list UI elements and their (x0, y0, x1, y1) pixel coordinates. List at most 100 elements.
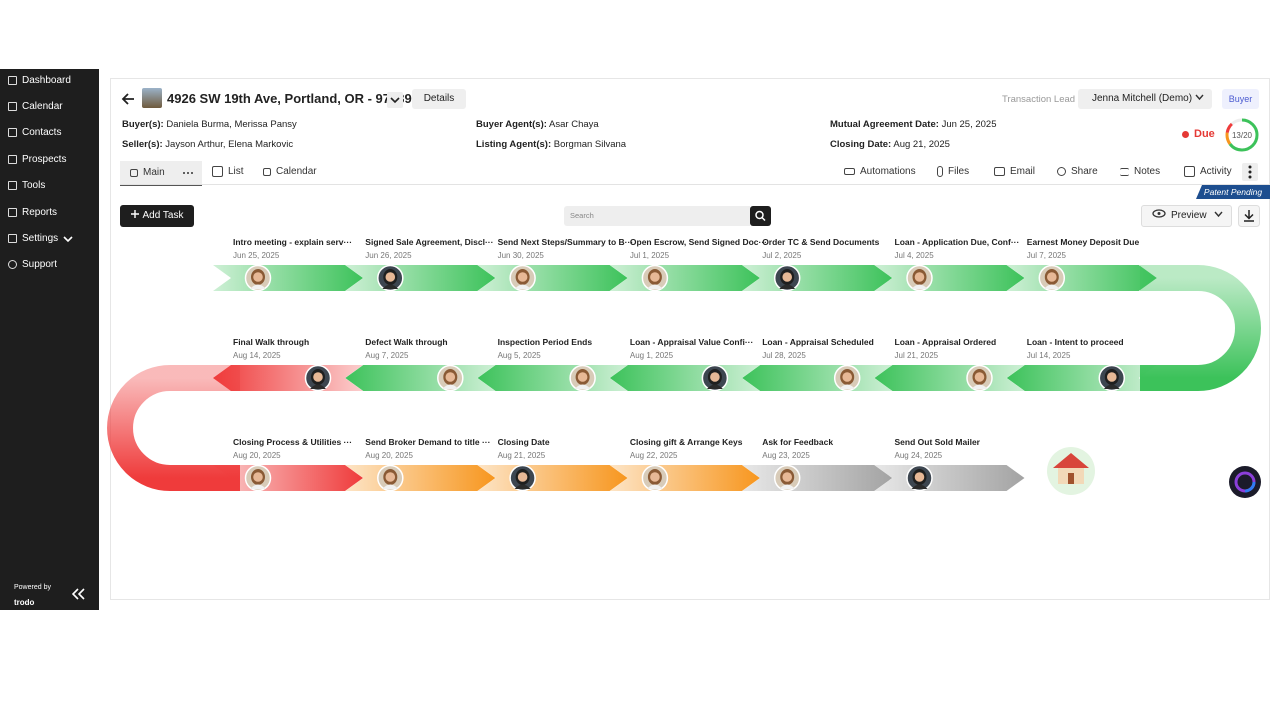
assignee-avatar (906, 264, 933, 292)
avatar-body (250, 284, 266, 289)
task-date: Jun 26, 2025 (365, 251, 412, 260)
download-button[interactable] (1238, 205, 1260, 227)
action[interactable]: Notes (1120, 166, 1160, 177)
task-title: Loan - Appraisal Scheduled (762, 337, 874, 347)
nav-item[interactable]: Support (8, 259, 57, 270)
avatar-body (574, 384, 591, 389)
assignee-avatar (906, 464, 933, 492)
property-thumbnail (142, 88, 162, 108)
action-icon (1184, 166, 1195, 177)
info-item: Seller(s): Jayson Arthur, Elena Markovic (122, 139, 293, 150)
tab[interactable]: Calendar (263, 166, 317, 177)
assignee-avatar (377, 264, 404, 292)
back-button[interactable] (121, 92, 135, 106)
task-arrow (742, 465, 893, 491)
action[interactable]: Automations (844, 166, 916, 177)
action[interactable]: Activity (1184, 166, 1232, 177)
avatar-body (779, 284, 796, 289)
task-arrow (477, 465, 628, 491)
avatar-body (382, 284, 399, 289)
info-item: Buyer Agent(s): Asar Chaya (476, 119, 599, 130)
add-task-button[interactable]: Add Task (120, 205, 194, 227)
nav-item[interactable]: Tools (8, 180, 45, 191)
avatar-face (782, 472, 792, 482)
avatar-body (382, 484, 399, 489)
nav-label: Support (22, 259, 58, 270)
search-input[interactable]: Search (564, 206, 750, 226)
task-date: Jul 28, 2025 (762, 351, 806, 360)
collapse-button[interactable] (72, 588, 86, 600)
task-title: Loan - Intent to proceed (1027, 337, 1124, 347)
task-title: Earnest Money Deposit Due (1027, 237, 1140, 247)
tab-label: Calendar (276, 166, 317, 177)
info-value: Borgman Silvana (553, 139, 627, 150)
nav-label: Prospects (22, 154, 67, 165)
assignee-avatar (966, 364, 993, 392)
progress-ring (1225, 118, 1259, 152)
nav-item[interactable]: Calendar (8, 101, 63, 112)
closing-house-icon (1047, 447, 1095, 495)
nav-label: Calendar (22, 101, 63, 112)
more-icon[interactable] (182, 171, 194, 175)
action-icon (844, 168, 855, 175)
transaction-lead-select[interactable]: Jenna Mitchell (Demo) (1078, 89, 1212, 109)
task-date: Aug 22, 2025 (630, 451, 678, 460)
tab[interactable]: Main (130, 167, 194, 178)
task-date: Jul 7, 2025 (1027, 251, 1067, 260)
action-label: Email (1010, 166, 1036, 177)
task-date: Aug 20, 2025 (233, 451, 281, 460)
task-title: Closing Date (498, 437, 550, 447)
task-date: Jun 25, 2025 (233, 251, 280, 260)
task-date: Aug 5, 2025 (498, 351, 542, 360)
action[interactable]: Email (994, 166, 1035, 177)
action-icon (994, 167, 1005, 176)
task-date: Jun 30, 2025 (498, 251, 545, 260)
avatar-face (710, 372, 720, 382)
action[interactable]: Share (1057, 166, 1098, 177)
eye-icon (1152, 209, 1166, 218)
task-title: Final Walk through (233, 337, 309, 347)
task-title: Closing Process & Utilities ··· (233, 437, 352, 447)
info-item: Mutual Agreement Date: Jun 25, 2025 (830, 119, 997, 130)
status-dot (1182, 131, 1189, 138)
action[interactable]: Files (937, 166, 969, 177)
avatar-body (646, 284, 663, 289)
chat-widget[interactable] (1228, 465, 1262, 499)
details-button[interactable]: Details (412, 89, 466, 109)
tab-selected[interactable] (120, 161, 202, 186)
assignee-avatar (377, 464, 404, 492)
nav-item[interactable]: Dashboard (8, 75, 71, 86)
avatar-face (253, 272, 263, 282)
search-button[interactable] (750, 206, 771, 226)
tab[interactable]: List (212, 166, 244, 177)
avatar-body (310, 384, 326, 389)
avatar-body (514, 484, 531, 489)
info-value: Jun 25, 2025 (941, 119, 997, 130)
nav-item[interactable]: Prospects (8, 154, 66, 165)
nav-icon (8, 234, 17, 243)
task-title: Open Escrow, Send Signed Doc··· (630, 237, 767, 247)
task-arrow (609, 465, 760, 491)
address-dropdown[interactable] (387, 92, 403, 108)
transaction-lead-label: Transaction Lead (1002, 94, 1076, 105)
nav-label: Settings (22, 233, 59, 244)
action-label: Activity (1200, 166, 1232, 177)
connector (1140, 265, 1261, 391)
task-arrow (213, 465, 363, 491)
assignee-avatar (641, 264, 669, 292)
house-roof (1053, 453, 1089, 468)
info-value: Daniela Burma, Merissa Pansy (166, 119, 297, 130)
more-menu[interactable] (1242, 163, 1258, 181)
nav-item[interactable]: Contacts (8, 127, 61, 138)
task-arrow (345, 265, 496, 291)
assignee-avatar (773, 264, 801, 292)
plus-icon (130, 210, 139, 218)
nav-item[interactable]: Reports (8, 207, 57, 218)
add-task-label: Add Task (142, 210, 184, 221)
avatar-face (842, 372, 852, 382)
preview-button[interactable]: Preview (1141, 205, 1232, 227)
nav-item[interactable]: Settings (8, 233, 73, 244)
avatar-face (914, 272, 925, 282)
